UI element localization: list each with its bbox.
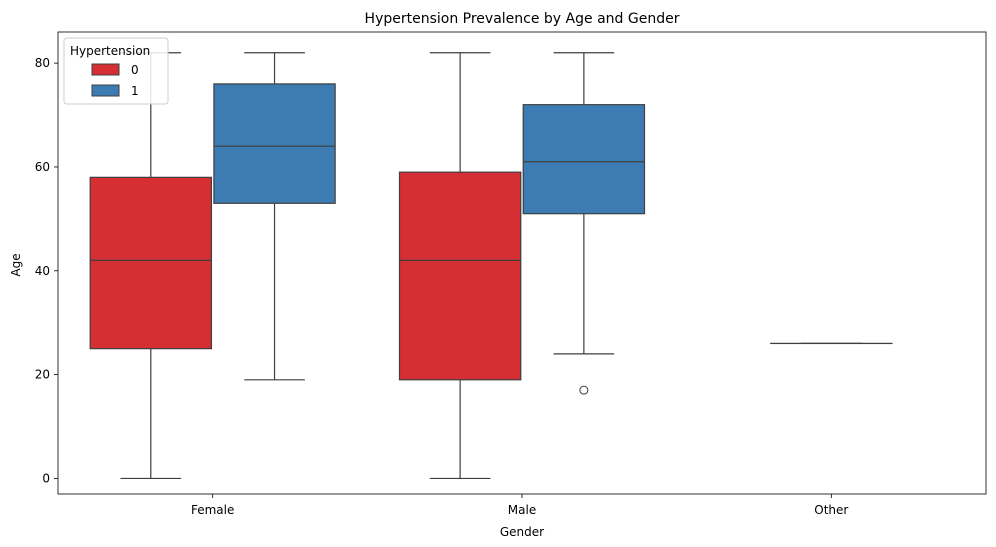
legend-label: 0: [131, 63, 139, 77]
box-body: [213, 83, 336, 204]
y-tick-label: 60: [35, 160, 50, 174]
x-axis-label: Gender: [500, 525, 544, 539]
box-1-male: [522, 52, 646, 395]
x-tick-label: Female: [191, 503, 234, 517]
y-tick-label: 40: [35, 264, 50, 278]
box-body: [522, 104, 646, 215]
x-tick-label: Male: [508, 503, 536, 517]
y-axis-label: Age: [9, 253, 23, 276]
legend-title: Hypertension: [70, 44, 150, 58]
legend-label: 1: [131, 84, 139, 98]
chart-title: Hypertension Prevalence by Age and Gende…: [365, 11, 680, 27]
legend-swatch: [91, 63, 120, 76]
plot-area: 0 20 40 60 80 Female Male Other: [35, 31, 987, 517]
box-0-male: [398, 52, 522, 480]
box-0-female: [89, 52, 213, 480]
y-tick-label: 20: [35, 368, 50, 382]
legend: Hypertension 0 1: [63, 37, 169, 105]
box-1-female: [213, 52, 336, 381]
y-tick-label: 0: [42, 471, 50, 485]
outlier-point: [579, 385, 589, 395]
x-tick-label: Other: [814, 503, 848, 517]
box-body: [398, 171, 522, 381]
box-body: [89, 176, 213, 350]
legend-swatch: [91, 84, 120, 97]
y-tick-label: 80: [35, 56, 50, 70]
